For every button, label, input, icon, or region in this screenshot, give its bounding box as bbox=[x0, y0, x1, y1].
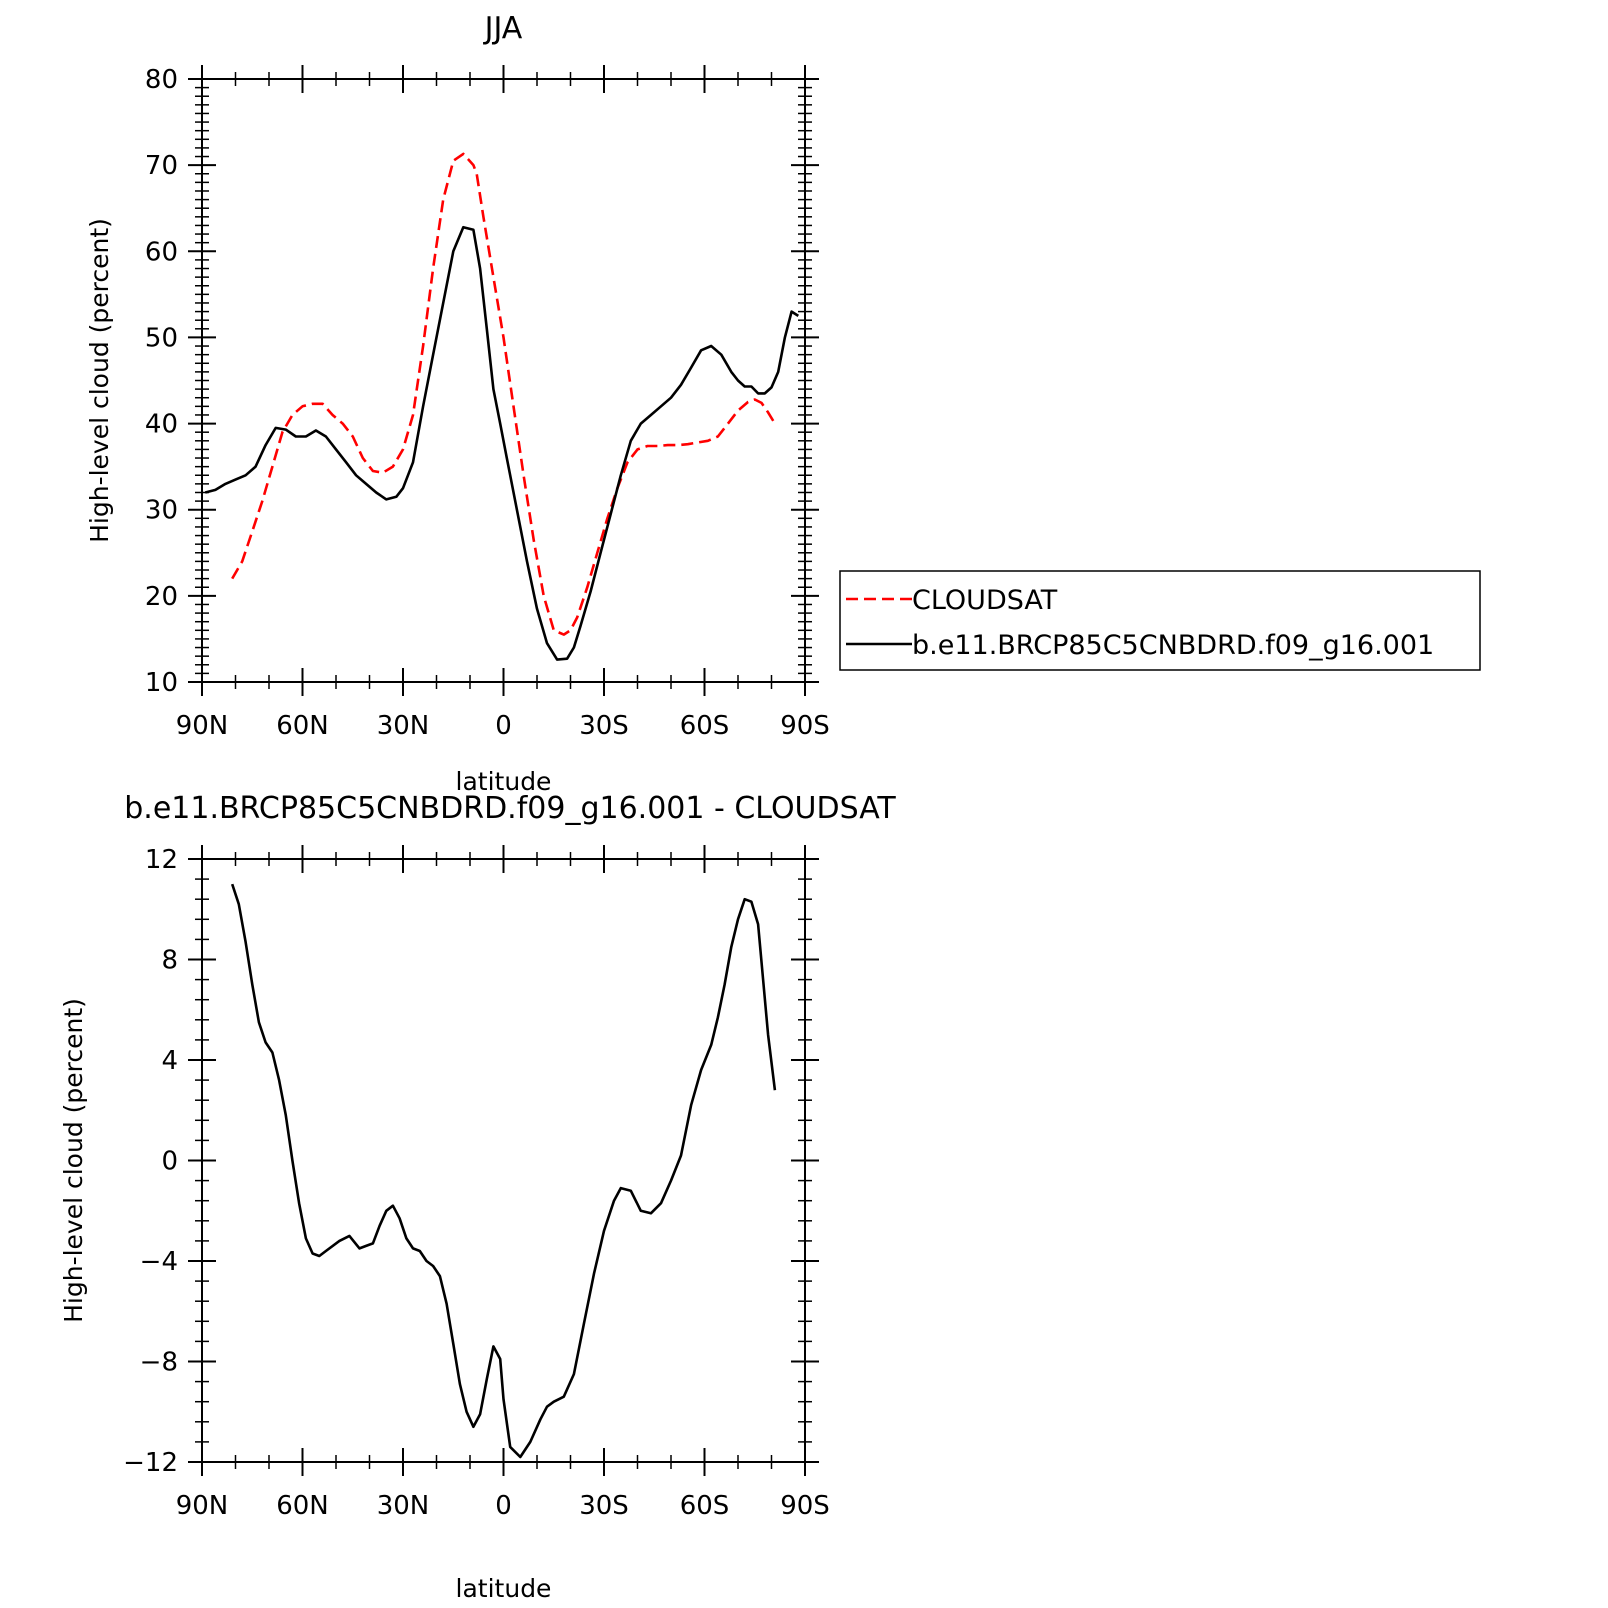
top-chart-tick-labels: 90N 60N 30N 0 30S 60S 90S 10 20 30 40 50 60 70 80 bbox=[145, 65, 830, 741]
x-tick-label: 90N bbox=[176, 1491, 229, 1521]
y-tick-label: 60 bbox=[145, 237, 178, 267]
y-tick-label: 40 bbox=[145, 410, 178, 440]
top-chart-ticks bbox=[188, 65, 819, 696]
top-chart-series bbox=[204, 152, 800, 661]
bottom-chart: b.e11.BRCP85C5CNBDRD.f09_g16.001 - CLOUD… bbox=[59, 791, 896, 1603]
bottom-chart-x-axis-label: latitude bbox=[456, 1574, 552, 1603]
difference-series-line bbox=[230, 883, 777, 1459]
x-tick-label: 30S bbox=[579, 711, 629, 741]
y-tick-label: 12 bbox=[145, 845, 178, 875]
x-tick-label: 60N bbox=[276, 1491, 329, 1521]
x-tick-label: 60N bbox=[276, 711, 329, 741]
bottom-chart-y-axis-label: High-level cloud (percent) bbox=[59, 998, 88, 1323]
y-tick-label: 30 bbox=[145, 496, 178, 526]
cloudsat-series-line bbox=[231, 152, 777, 636]
y-tick-label: 10 bbox=[145, 668, 178, 698]
legend-label-model: b.e11.BRCP85C5CNBDRD.f09_g16.001 bbox=[912, 630, 1434, 661]
bottom-chart-plot-frame bbox=[201, 858, 806, 1463]
x-tick-label: 90S bbox=[780, 1491, 830, 1521]
y-tick-label: 4 bbox=[161, 1046, 178, 1076]
y-tick-label: −8 bbox=[140, 1348, 178, 1378]
x-tick-label: 60S bbox=[680, 1491, 730, 1521]
x-tick-label: 60S bbox=[680, 711, 730, 741]
top-chart-plot-frame bbox=[201, 78, 806, 683]
legend-box bbox=[839, 570, 1481, 671]
y-tick-label: −4 bbox=[140, 1247, 178, 1277]
x-tick-label: 90N bbox=[176, 711, 229, 741]
bottom-chart-ticks bbox=[188, 845, 819, 1476]
top-chart: JJA High-level cloud (percent) latitude … bbox=[85, 11, 830, 796]
y-tick-label: 20 bbox=[145, 582, 178, 612]
x-tick-label: 90S bbox=[780, 711, 830, 741]
top-chart-title: JJA bbox=[483, 11, 523, 46]
bottom-chart-series bbox=[230, 883, 777, 1459]
y-tick-label: 80 bbox=[145, 65, 178, 95]
model-series-line bbox=[204, 225, 800, 661]
y-tick-label: 70 bbox=[145, 151, 178, 181]
y-tick-label: 50 bbox=[145, 323, 178, 353]
legend: CLOUDSAT b.e11.BRCP85C5CNBDRD.f09_g16.00… bbox=[839, 570, 1481, 671]
y-tick-label: 8 bbox=[161, 946, 178, 976]
y-tick-label: 0 bbox=[161, 1147, 178, 1177]
x-tick-label: 0 bbox=[495, 711, 512, 741]
y-tick-label: −12 bbox=[123, 1448, 178, 1478]
x-tick-label: 0 bbox=[495, 1491, 512, 1521]
top-chart-y-axis-label: High-level cloud (percent) bbox=[85, 218, 114, 543]
x-tick-label: 30N bbox=[377, 711, 430, 741]
bottom-chart-tick-labels: 90N 60N 30N 0 30S 60S 90S −12 −8 −4 0 4 8 12 bbox=[123, 845, 830, 1521]
legend-label-cloudsat: CLOUDSAT bbox=[912, 585, 1058, 616]
x-tick-label: 30S bbox=[579, 1491, 629, 1521]
top-chart-x-axis-label: latitude bbox=[456, 767, 552, 796]
bottom-chart-title: b.e11.BRCP85C5CNBDRD.f09_g16.001 - CLOUD… bbox=[124, 791, 896, 826]
x-tick-label: 30N bbox=[377, 1491, 430, 1521]
